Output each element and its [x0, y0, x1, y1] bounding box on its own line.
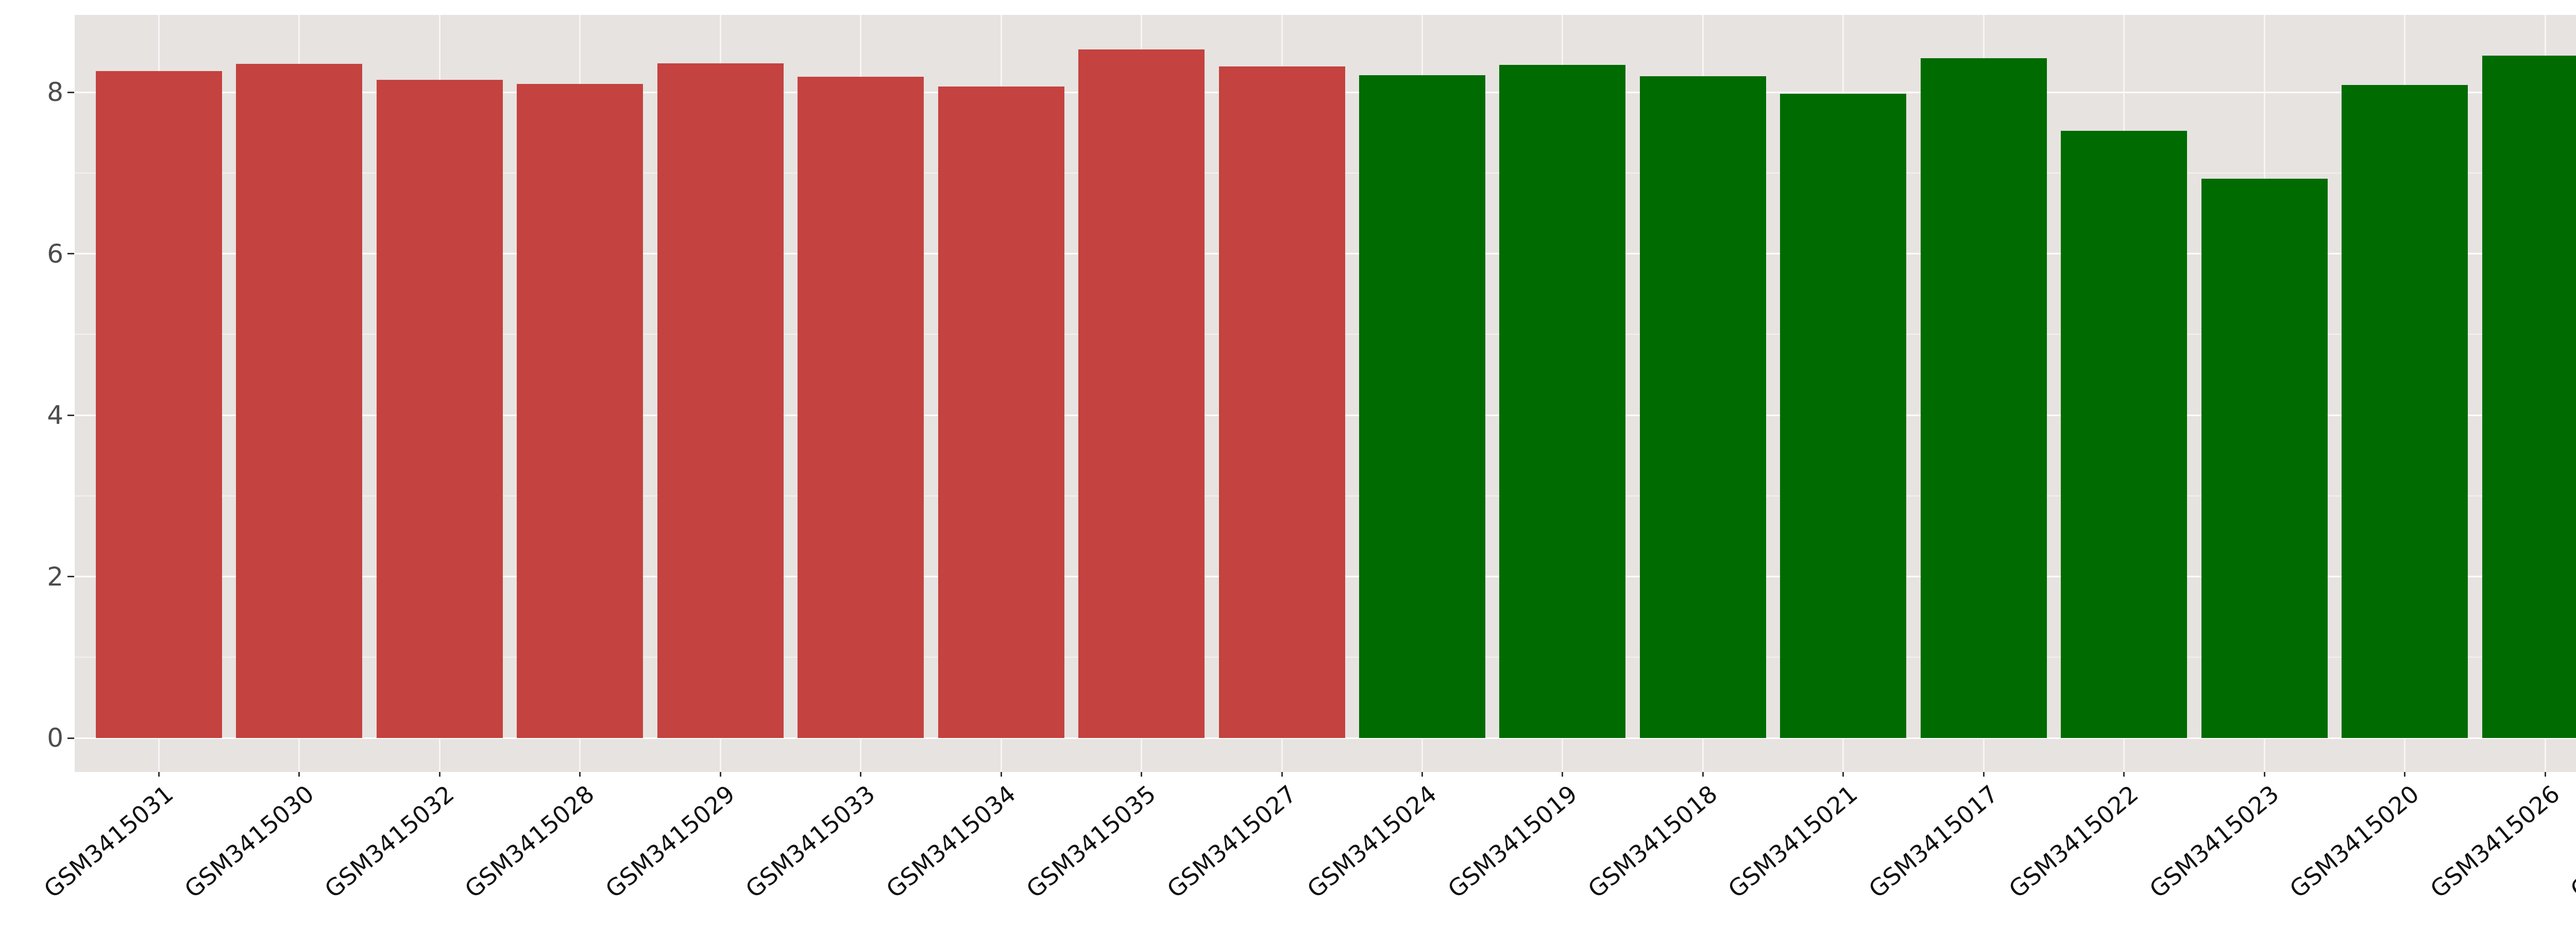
x-tick-mark	[2404, 772, 2406, 777]
x-tick-label: GSM3415021	[1723, 779, 1863, 904]
plot-panel	[75, 15, 2576, 772]
bar-GSM3415024	[1359, 75, 1485, 738]
bar-GSM3415026	[2482, 56, 2576, 738]
x-tick-label: GSM3415022	[2004, 779, 2144, 904]
x-tick-label: GSM3415020	[2284, 779, 2425, 904]
bar-GSM3415020	[2342, 84, 2468, 738]
x-tick-mark	[1562, 772, 1564, 777]
x-tick-mark	[719, 772, 721, 777]
x-tick-label: GSM3415034	[880, 779, 1021, 904]
bar-GSM3415035	[1078, 49, 1205, 738]
bar-GSM3415027	[1218, 66, 1345, 738]
y-tick-label: 4	[47, 400, 63, 430]
x-tick-mark	[2123, 772, 2125, 777]
x-tick-mark	[579, 772, 581, 777]
y-tick-label: 6	[47, 238, 63, 269]
x-tick-mark	[1000, 772, 1002, 777]
bar-GSM3415018	[1639, 76, 1766, 738]
y-tick-mark	[67, 91, 74, 93]
x-tick-mark	[1702, 772, 1704, 777]
x-tick-label: GSM3415028	[460, 779, 600, 904]
x-tick-label: GSM3415018	[1582, 779, 1723, 904]
x-tick-mark	[298, 772, 300, 777]
x-tick-mark	[1842, 772, 1844, 777]
bar-GSM3415031	[95, 71, 222, 738]
x-tick-mark	[1421, 772, 1423, 777]
x-tick-mark	[158, 772, 160, 777]
x-tick-label: GSM3415023	[2144, 779, 2284, 904]
bar-GSM3415017	[1920, 58, 2047, 738]
x-tick-label: GSM3415033	[740, 779, 880, 904]
x-tick-label: GSM3415035	[1021, 779, 1161, 904]
x-tick-mark	[1281, 772, 1283, 777]
bar-GSM3415029	[657, 63, 784, 738]
x-tick-label: GSM3415032	[319, 779, 460, 904]
y-tick-label: 2	[47, 561, 63, 592]
x-tick-label: GSM3415027	[1161, 779, 1302, 904]
y-tick-mark	[67, 253, 74, 254]
x-tick-label: GSM3415024	[1301, 779, 1442, 904]
bar-GSM3415023	[2201, 178, 2328, 738]
bar-GSM3415032	[376, 80, 503, 738]
bar-GSM3415030	[236, 64, 363, 738]
x-tick-mark	[2544, 772, 2546, 777]
x-tick-label: GSM3415019	[1442, 779, 1583, 904]
x-tick-label: GSM3415017	[1863, 779, 2004, 904]
x-tick-label: GSM3415030	[179, 779, 319, 904]
x-tick-mark	[438, 772, 440, 777]
x-tick-label: GSM3415025	[2565, 779, 2576, 904]
bar-GSM3415034	[938, 87, 1064, 738]
y-tick-mark	[67, 576, 74, 577]
x-tick-mark	[2263, 772, 2265, 777]
y-tick-label: 8	[47, 77, 63, 107]
x-tick-mark	[860, 772, 862, 777]
x-tick-mark	[1982, 772, 1985, 777]
bar-GSM3415022	[2061, 131, 2188, 738]
gridline-major	[75, 737, 2576, 739]
x-tick-mark	[1141, 772, 1143, 777]
bar-GSM3415028	[517, 84, 643, 738]
x-tick-label: GSM3415029	[600, 779, 740, 904]
bar-GSM3415033	[798, 77, 924, 738]
y-tick-mark	[67, 737, 74, 739]
y-tick-label: 0	[47, 723, 63, 753]
x-tick-label: GSM3415031	[38, 779, 179, 904]
bar-GSM3415021	[1780, 94, 1907, 738]
y-tick-mark	[67, 414, 74, 416]
x-tick-label: GSM3415026	[2425, 779, 2565, 904]
bar-GSM3415019	[1499, 64, 1626, 738]
